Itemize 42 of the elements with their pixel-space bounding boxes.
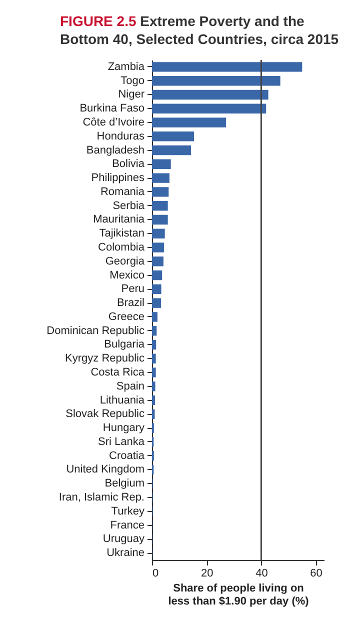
y-tick-label: Brazil bbox=[116, 297, 144, 310]
y-tick-label: Spain bbox=[116, 380, 144, 392]
y-tick-label: Hungary bbox=[102, 422, 145, 434]
y-tick-label: Belgium bbox=[104, 478, 144, 490]
y-tick-label: Colombia bbox=[98, 242, 146, 254]
chart-title: FIGURE 2.5 Extreme Poverty and the Bottom 40, Selected Countries, circa 2015 bbox=[60, 12, 340, 48]
y-tick-label: Turkey bbox=[111, 505, 145, 518]
y-tick-label: Zambia bbox=[108, 60, 146, 73]
y-tick-label: Sri Lanka bbox=[98, 436, 146, 448]
y-tick-label: Dominican Republic bbox=[46, 324, 145, 337]
y-tick-label: Côte d’Ivoire bbox=[82, 116, 144, 128]
y-tick-label: Greece bbox=[108, 310, 144, 323]
x-tick-label: 20 bbox=[200, 568, 214, 580]
y-tick-label: Costa Rica bbox=[90, 366, 146, 378]
y-tick-label: United Kingdom bbox=[66, 464, 144, 476]
y-tick-label: Georgia bbox=[105, 255, 146, 268]
y-tick-label: Niger bbox=[118, 88, 145, 101]
x-tick-label: 40 bbox=[256, 568, 268, 580]
y-tick-label: Peru bbox=[121, 283, 144, 296]
y-tick-label: Slovak Republic bbox=[66, 408, 145, 420]
y-tick-label: Togo bbox=[120, 74, 144, 87]
y-tick-label: Romania bbox=[100, 186, 146, 198]
y-tick-label: France bbox=[110, 519, 144, 532]
x-tick-label: 0 bbox=[152, 568, 159, 580]
y-tick-label: Mexico bbox=[110, 269, 144, 282]
y-tick-label: Croatia bbox=[109, 450, 146, 462]
y-tick-label: Bulgaria bbox=[104, 338, 146, 351]
x-axis-title: Share of people living on less than $1.90 per day (%) bbox=[168, 582, 310, 608]
y-tick-label: Kyrgyz Republic bbox=[65, 352, 145, 365]
x-tick-label: 60 bbox=[310, 568, 322, 580]
y-tick-label: Iran, Islamic Rep. bbox=[58, 492, 144, 504]
y-tick-label: Mauritania bbox=[93, 214, 146, 226]
y-tick-label: Uruguay bbox=[102, 533, 145, 546]
y-tick-label: Bangladesh bbox=[86, 144, 144, 156]
y-tick-label: Honduras bbox=[96, 130, 145, 142]
y-tick-label: Lithuania bbox=[100, 394, 146, 406]
y-tick-label: Bolivia bbox=[112, 158, 146, 170]
y-tick-label: Burkina Faso bbox=[80, 102, 144, 115]
y-tick-label: Tajikistan bbox=[99, 228, 144, 240]
y-tick-label: Ukraine bbox=[106, 547, 144, 560]
y-tick-label: Philippines bbox=[91, 172, 145, 184]
y-tick-label: Serbia bbox=[112, 200, 146, 212]
